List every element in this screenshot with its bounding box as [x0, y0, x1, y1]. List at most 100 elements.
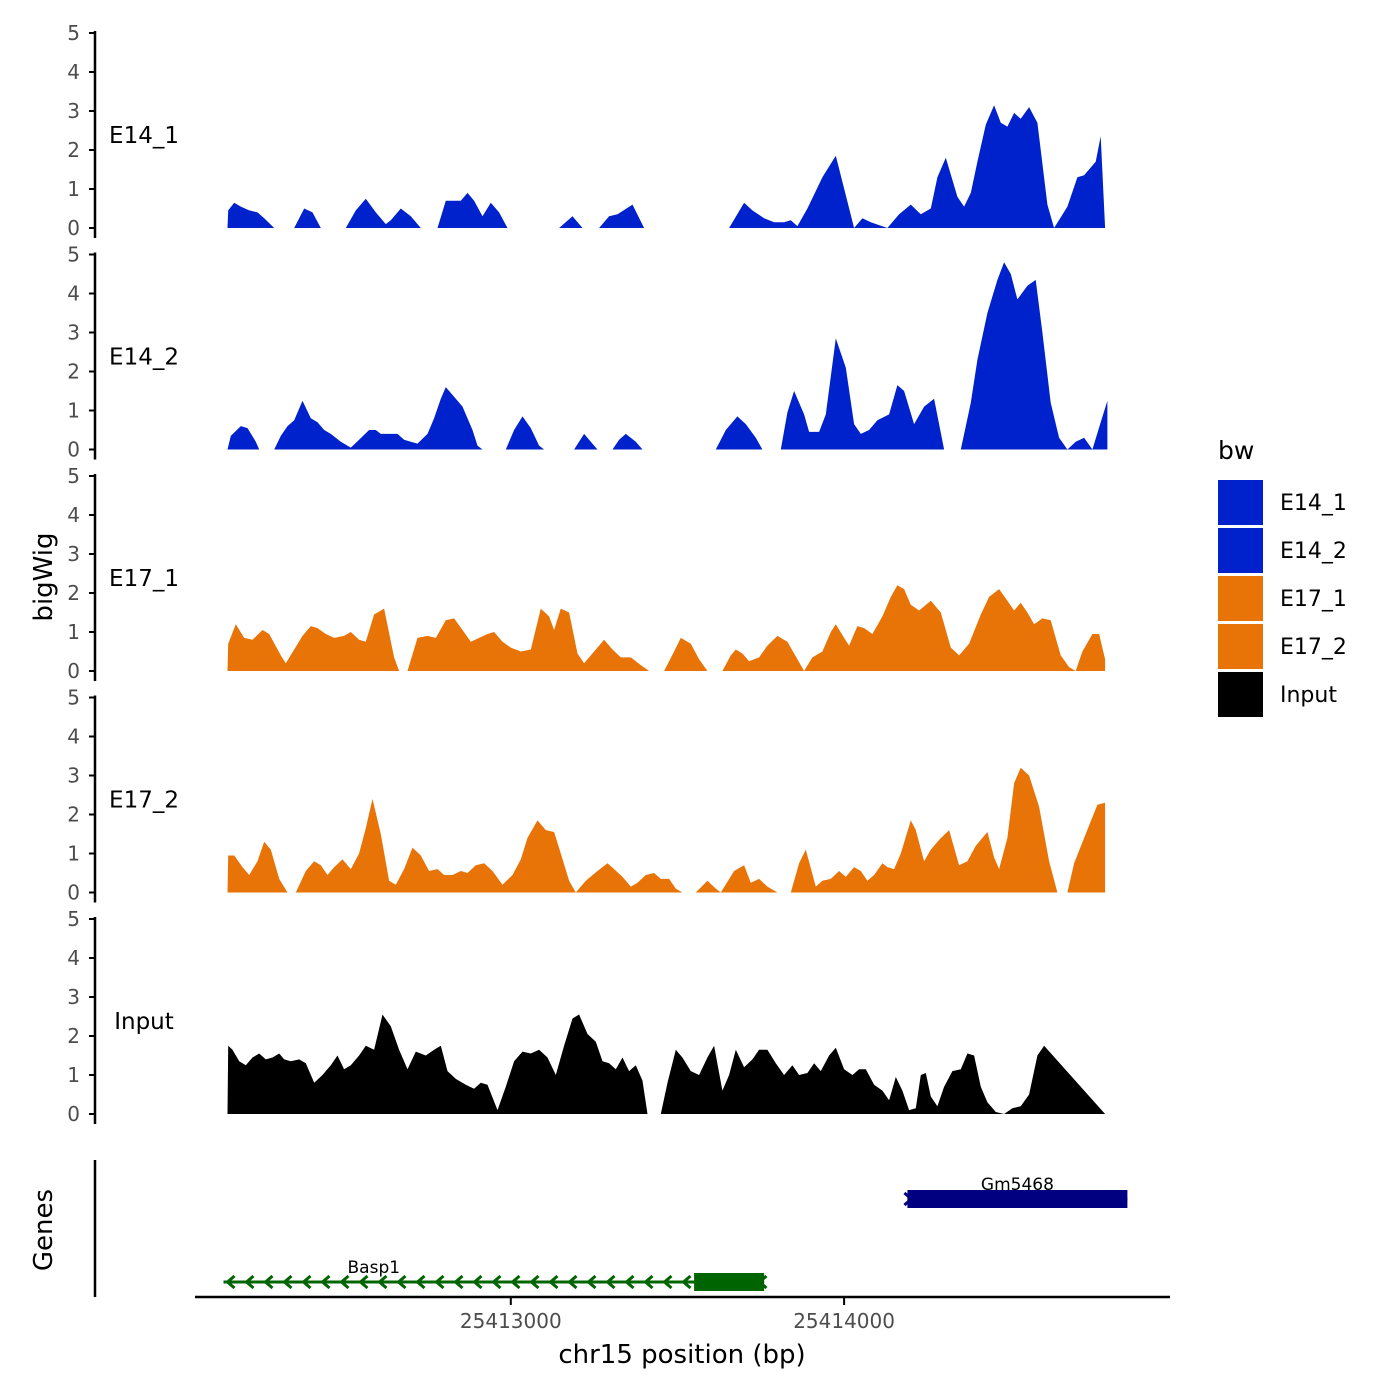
- coverage-area-E17_2: [227, 767, 1106, 893]
- y-tick-label: 5: [67, 21, 80, 45]
- strand-arrow: [415, 1274, 426, 1290]
- legend-item-E17_2: E17_2: [1218, 624, 1347, 669]
- y-tick-label: 5: [67, 907, 80, 931]
- y-tick-label: 0: [67, 438, 80, 462]
- strand-arrow: [358, 1274, 369, 1290]
- coverage-area-E14_2: [227, 262, 1108, 450]
- y-tick-label: 0: [67, 1102, 80, 1126]
- track-label: E17_1: [109, 566, 179, 592]
- legend-swatch: [1218, 672, 1263, 717]
- strand-arrow: [225, 1274, 236, 1290]
- track-label: Input: [114, 1009, 174, 1035]
- strand-arrow: [662, 1274, 673, 1290]
- y-axis-title: bigWig: [29, 532, 59, 621]
- track-E14_2: 0 1 2 3 4 5 E14_2: [67, 243, 1108, 462]
- track-E17_2: 0 1 2 3 4 5 E17_2: [67, 686, 1106, 905]
- legend: bw E14_1 E14_2 E17_1 E17_2 Input: [1218, 436, 1347, 717]
- y-tick-label: 2: [67, 581, 80, 605]
- y-tick-label: 2: [67, 138, 80, 162]
- legend-label: E17_2: [1280, 635, 1347, 660]
- strand-arrow: [472, 1274, 483, 1290]
- y-tick-label: 4: [67, 946, 80, 970]
- bigwig-tracks: 0 1 2 3 4 5 E14_1 0 1 2 3 4 5 E14_2 0 1 2 3 4 5 E17_1 0 1 2 3 4 5 E…: [67, 21, 1108, 1126]
- legend-label: Input: [1280, 683, 1337, 708]
- y-tick-label: 0: [67, 216, 80, 240]
- y-tick-label: 3: [67, 542, 80, 566]
- strand-arrow: [529, 1274, 540, 1290]
- strand-arrow: [339, 1274, 350, 1290]
- legend-item-E17_1: E17_1: [1218, 576, 1347, 621]
- strand-arrow: [301, 1274, 312, 1290]
- y-tick-label: 0: [67, 881, 80, 905]
- strand-arrow: [624, 1274, 635, 1290]
- strand-arrow: [377, 1274, 388, 1290]
- strand-arrow: [396, 1274, 407, 1290]
- strand-arrow: [282, 1274, 293, 1290]
- y-tick-label: 3: [67, 985, 80, 1009]
- legend-swatch: [1218, 576, 1263, 621]
- coverage-area-E14_1: [227, 105, 1106, 228]
- y-tick-label: 2: [67, 360, 80, 384]
- gene-annotation-track: Gm5468 Basp1: [93, 1160, 1128, 1297]
- track-label: E14_2: [109, 345, 179, 371]
- x-axis-title: chr15 position (bp): [558, 1340, 805, 1370]
- gene-name-label: Gm5468: [981, 1175, 1054, 1195]
- y-tick-label: 4: [67, 725, 80, 749]
- gene-exon: [694, 1273, 765, 1291]
- track-E17_1: 0 1 2 3 4 5 E17_1: [67, 464, 1106, 683]
- x-tick-label: 25413000: [460, 1309, 562, 1333]
- gene-exon: [907, 1190, 1128, 1208]
- y-tick-label: 5: [67, 686, 80, 710]
- legend-swatch: [1218, 480, 1263, 525]
- track-Input: 0 1 2 3 4 5 Input: [67, 907, 1106, 1126]
- genes-axis-title: Genes: [29, 1189, 59, 1271]
- strand-arrow: [605, 1274, 616, 1290]
- y-tick-label: 1: [67, 399, 80, 423]
- strand-arrow: [510, 1274, 521, 1290]
- strand-arrow: [244, 1274, 255, 1290]
- strand-arrow: [643, 1274, 654, 1290]
- gene-Gm5468: Gm5468: [903, 1175, 1128, 1208]
- gene-name-label: Basp1: [348, 1258, 401, 1278]
- y-tick-label: 4: [67, 60, 80, 84]
- x-tick-label: 25414000: [793, 1309, 895, 1333]
- y-tick-label: 3: [67, 764, 80, 788]
- legend-swatch: [1218, 624, 1263, 669]
- legend-swatch: [1218, 528, 1263, 573]
- y-tick-label: 4: [67, 503, 80, 527]
- legend-title: bw: [1218, 436, 1254, 465]
- y-tick-label: 3: [67, 321, 80, 345]
- strand-arrow: [453, 1274, 464, 1290]
- track-E14_1: 0 1 2 3 4 5 E14_1: [67, 21, 1106, 240]
- strand-arrow: [681, 1274, 692, 1290]
- legend-label: E14_2: [1280, 539, 1347, 564]
- legend-item-Input: Input: [1218, 672, 1337, 717]
- track-label: E14_1: [109, 123, 179, 149]
- strand-arrow: [263, 1274, 274, 1290]
- track-label: E17_2: [109, 788, 179, 814]
- gene-Basp1: Basp1: [223, 1258, 768, 1291]
- y-tick-label: 0: [67, 659, 80, 683]
- strand-arrow: [567, 1274, 578, 1290]
- y-tick-label: 1: [67, 620, 80, 644]
- y-tick-label: 5: [67, 464, 80, 488]
- y-tick-label: 1: [67, 1063, 80, 1087]
- legend-item-E14_2: E14_2: [1218, 528, 1347, 573]
- y-tick-label: 1: [67, 842, 80, 866]
- coverage-area-Input: [227, 1014, 1106, 1114]
- y-tick-label: 3: [67, 99, 80, 123]
- x-axis-ticks: 25413000 25414000: [460, 1297, 895, 1333]
- y-tick-label: 4: [67, 282, 80, 306]
- strand-arrow: [586, 1274, 597, 1290]
- y-tick-label: 5: [67, 243, 80, 267]
- legend-label: E17_1: [1280, 587, 1347, 612]
- strand-arrow: [320, 1274, 331, 1290]
- coverage-area-E17_1: [227, 585, 1106, 671]
- legend-label: E14_1: [1280, 491, 1347, 516]
- y-tick-label: 2: [67, 803, 80, 827]
- strand-arrow: [548, 1274, 559, 1290]
- y-tick-label: 1: [67, 177, 80, 201]
- strand-arrow: [491, 1274, 502, 1290]
- strand-arrow: [434, 1274, 445, 1290]
